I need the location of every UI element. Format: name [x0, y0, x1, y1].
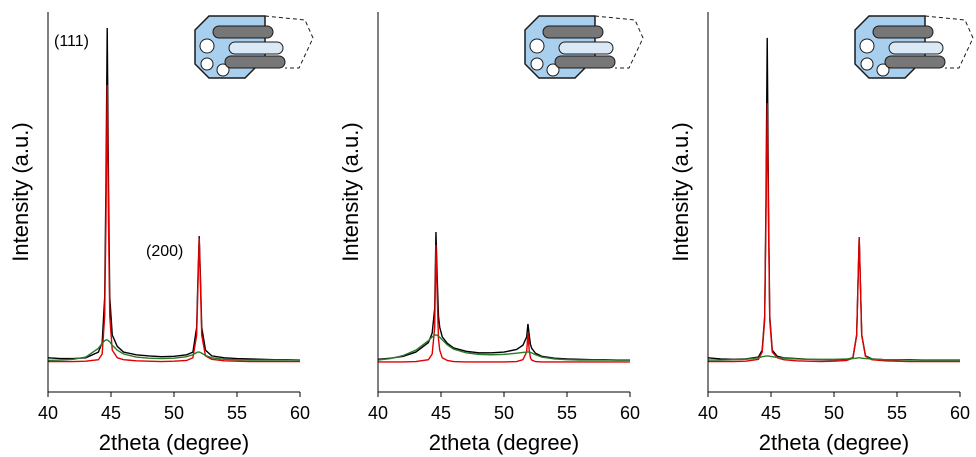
inset-illustration: [194, 15, 314, 79]
x-axis-title: 2theta (degree): [99, 430, 249, 455]
x-tick-label: 45: [101, 403, 121, 423]
x-tick-label: 60: [290, 403, 310, 423]
x-tick-label: 55: [227, 403, 247, 423]
data-line: [47, 339, 300, 362]
inset-illustration: [854, 15, 974, 79]
data-line: [708, 355, 960, 361]
x-axis-title: 2theta (degree): [429, 430, 579, 455]
x-axis-title: 2theta (degree): [759, 430, 909, 455]
x-tick-label: 55: [887, 403, 907, 423]
inset-illustration: [524, 15, 644, 79]
x-tick-label: 50: [494, 403, 514, 423]
data-line: [378, 244, 630, 363]
panel: 40 45 50 55 60 2theta (degree) Intensity (a.u.…: [8, 12, 314, 455]
data-line: [707, 37, 960, 361]
data-line: [377, 334, 630, 361]
x-tick-label: 40: [38, 403, 58, 423]
x-tick-label: 40: [368, 403, 388, 423]
x-tick-label: 45: [761, 403, 781, 423]
x-tick-label: 50: [824, 403, 844, 423]
x-tick-label: 60: [620, 403, 640, 423]
data-line: [47, 27, 301, 361]
data-line: [377, 232, 630, 361]
x-tick-label: 40: [698, 403, 718, 423]
y-axis-title: Intensity (a.u.): [8, 122, 33, 261]
y-axis-title: Intensity (a.u.): [338, 122, 363, 261]
y-axis-title: Intensity (a.u.): [668, 122, 693, 261]
data-line: [48, 84, 300, 363]
x-tick-label: 60: [950, 403, 970, 423]
panel: 40 45 50 55 60 2theta (degree) Intensity (a.u.…: [338, 12, 644, 455]
peak-label: (111): [54, 33, 89, 50]
panel: 40 45 50 55 60 2theta (degree) Intensity (a.u.…: [668, 12, 974, 455]
x-tick-label: 55: [557, 403, 577, 423]
peak-label: (200): [146, 243, 183, 260]
data-line: [708, 103, 960, 363]
x-tick-label: 50: [164, 403, 184, 423]
x-tick-label: 45: [431, 403, 451, 423]
